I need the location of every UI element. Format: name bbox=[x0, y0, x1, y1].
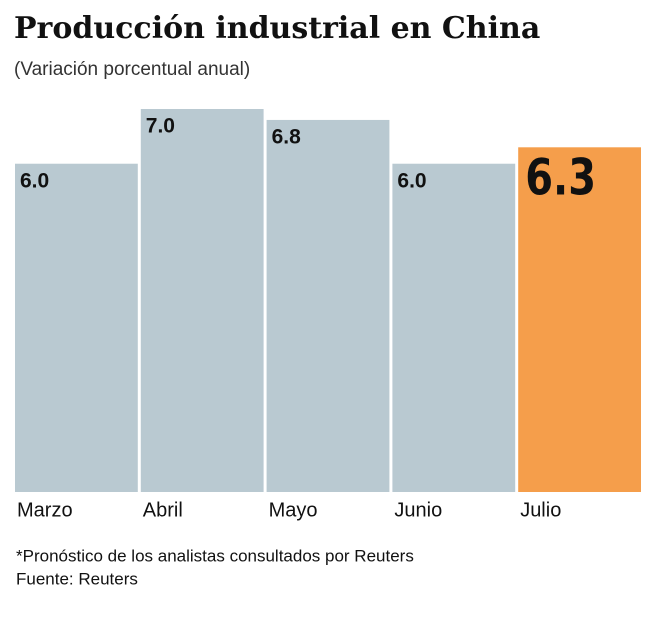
bar bbox=[518, 147, 641, 493]
footnote: *Pronóstico de los analistas consultados… bbox=[16, 546, 414, 565]
value-label: 6.8 bbox=[272, 125, 302, 148]
chart-subtitle: (Variación porcentual anual) bbox=[14, 59, 250, 80]
value-label: 6.0 bbox=[397, 169, 426, 192]
chart-title: Producción industrial en China bbox=[14, 11, 540, 46]
x-tick-label: Marzo bbox=[17, 499, 73, 521]
bar bbox=[392, 163, 516, 492]
x-tick-label: Junio bbox=[394, 499, 442, 521]
bar bbox=[266, 119, 390, 492]
value-label: 6.0 bbox=[20, 169, 49, 192]
x-tick-label: Abril bbox=[143, 499, 183, 521]
value-label: 7.0 bbox=[146, 115, 175, 138]
value-label: 6.3 bbox=[525, 148, 596, 207]
x-tick-label: Julio bbox=[520, 499, 561, 521]
x-tick-label: Mayo bbox=[269, 499, 318, 521]
source: Fuente: Reuters bbox=[16, 569, 138, 588]
bar bbox=[140, 109, 264, 492]
bar bbox=[15, 163, 138, 492]
